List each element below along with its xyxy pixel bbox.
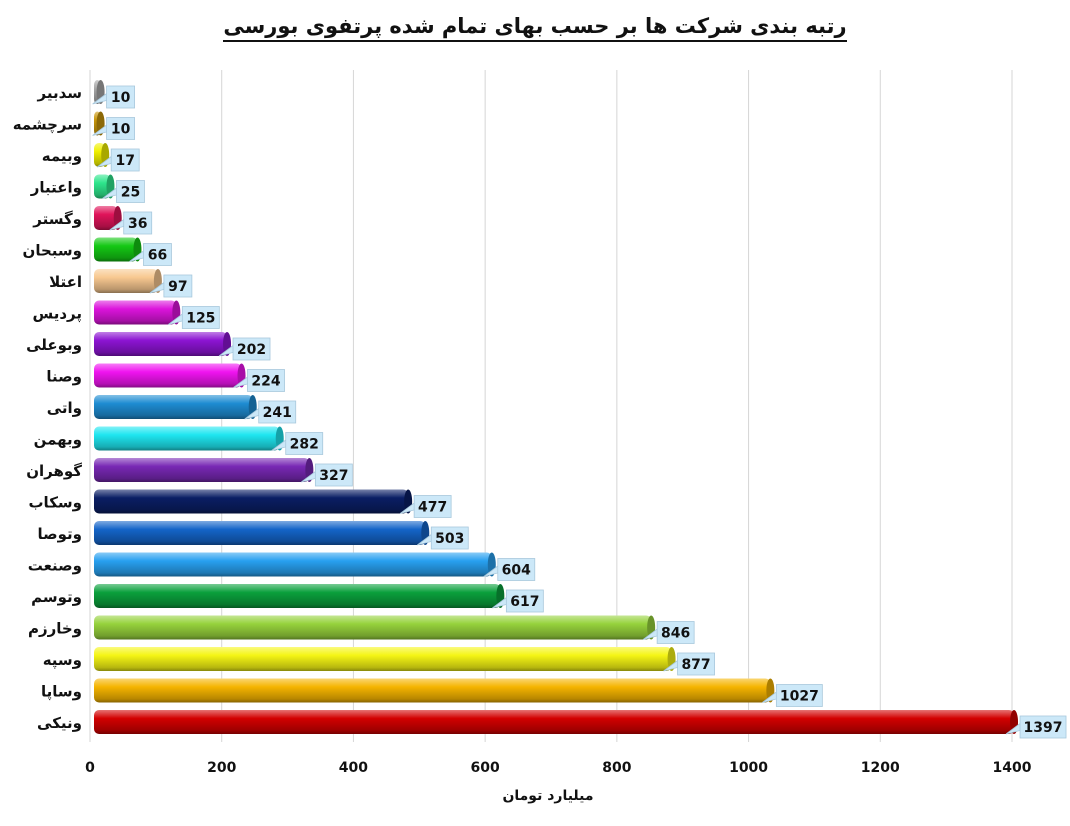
- category-label: وساپا: [41, 683, 82, 702]
- data-label: 477: [418, 500, 447, 516]
- x-tick-label: 200: [207, 760, 236, 776]
- data-label-box: [656, 621, 695, 644]
- data-label-box: [181, 306, 220, 329]
- category-label: وتوصا: [38, 525, 83, 543]
- data-label: 36: [128, 216, 147, 232]
- data-label-box: [413, 495, 452, 518]
- data-label: 202: [237, 342, 266, 358]
- data-label: 25: [121, 185, 140, 201]
- bar: [94, 363, 242, 388]
- data-label: 125: [186, 311, 215, 327]
- bar: [94, 647, 672, 671]
- data-label-box: [677, 652, 715, 676]
- bar: [94, 174, 111, 199]
- data-label: 66: [148, 248, 167, 264]
- category-label: وگستر: [32, 210, 82, 228]
- category-label: ونیکی: [37, 714, 82, 732]
- x-tick-label: 1000: [729, 760, 768, 776]
- category-label: وتوسم: [31, 588, 82, 606]
- data-label-box: [232, 337, 271, 361]
- data-label-box: [143, 243, 172, 266]
- category-label: واتی: [47, 399, 82, 417]
- data-label-box: [285, 432, 324, 455]
- grid-lines: [89, 70, 1013, 742]
- category-label: وسپه: [43, 651, 82, 670]
- data-label: 1027: [780, 689, 819, 705]
- data-label-box: [430, 526, 469, 550]
- x-tick-label: 1200: [861, 760, 900, 776]
- data-label-box: [497, 558, 536, 581]
- bars: [94, 80, 1019, 734]
- bar: [94, 521, 426, 545]
- data-label-box: [106, 117, 135, 140]
- data-label: 241: [263, 405, 292, 421]
- data-label-box: [163, 274, 193, 298]
- data-label-box: [775, 684, 823, 707]
- bar: [94, 584, 501, 608]
- data-label: 604: [502, 563, 531, 579]
- data-label: 327: [319, 468, 348, 484]
- x-tick-labels: 0 200 400 600 800 1000 1200 1400: [85, 760, 1032, 776]
- x-tick-label: 1400: [993, 760, 1032, 776]
- bar: [94, 395, 253, 419]
- data-label: 10: [111, 122, 131, 138]
- data-label: 224: [251, 374, 280, 390]
- data-label-box: [505, 589, 544, 613]
- x-axis-label: میلیارد تومان: [502, 788, 593, 804]
- data-label-box: [1019, 715, 1067, 739]
- bar: [94, 458, 310, 482]
- bar: [94, 678, 771, 703]
- category-label: وصنا: [46, 368, 82, 386]
- category-label: وسبحان: [23, 242, 82, 260]
- data-label: 97: [168, 279, 187, 295]
- x-tick-label: 0: [85, 760, 95, 776]
- data-label: 617: [510, 594, 539, 610]
- chart-title-text: رتبه بندی شرکت ها بر حسب بهای تمام شده پ…: [223, 14, 847, 42]
- category-label: سدبیر: [36, 84, 82, 102]
- bar: [94, 332, 228, 356]
- data-label-box: [258, 400, 297, 424]
- bar: [94, 552, 492, 577]
- category-label: واعتبار: [30, 179, 82, 197]
- bar: [94, 300, 177, 325]
- data-label: 846: [661, 626, 690, 642]
- category-label: وخارزم: [28, 620, 82, 638]
- bar: [94, 489, 409, 514]
- category-label: وبوعلی: [26, 336, 82, 354]
- data-label: 282: [290, 437, 319, 453]
- category-label: وبهمن: [34, 431, 82, 449]
- bar: [94, 206, 118, 230]
- bar: [94, 237, 138, 262]
- data-label-box: [314, 463, 353, 487]
- category-label: وبیمه: [42, 147, 82, 165]
- chart-title: رتبه بندی شرکت ها بر حسب بهای تمام شده پ…: [0, 14, 1070, 42]
- data-label-box: [116, 180, 145, 203]
- bar: [94, 710, 1015, 734]
- bar: [94, 426, 280, 451]
- category-label: وصنعت: [28, 557, 82, 575]
- category-label: پردیس: [33, 305, 83, 324]
- data-label: 17: [115, 153, 134, 169]
- category-label: گوهران: [26, 462, 82, 480]
- data-label: 503: [435, 531, 464, 547]
- data-label-box: [123, 211, 153, 235]
- x-tick-label: 400: [339, 760, 368, 776]
- data-label: 10: [111, 90, 131, 106]
- x-tick-label: 800: [602, 760, 631, 776]
- category-label: وسکاب: [28, 494, 82, 512]
- bar: [94, 269, 158, 293]
- data-label-box: [106, 85, 135, 109]
- data-label: 877: [681, 657, 710, 673]
- category-labels: سدبیر سرچشمه وبیمه واعتبار وگستر وسبحان اعتلا پ…: [13, 84, 83, 732]
- data-label-box: [110, 148, 140, 172]
- category-label: سرچشمه: [13, 116, 82, 135]
- category-label: اعتلا: [49, 273, 82, 291]
- x-tick-label: 600: [471, 760, 500, 776]
- data-label-box: [247, 369, 285, 392]
- bar: [94, 615, 652, 640]
- data-label: 1397: [1024, 720, 1063, 736]
